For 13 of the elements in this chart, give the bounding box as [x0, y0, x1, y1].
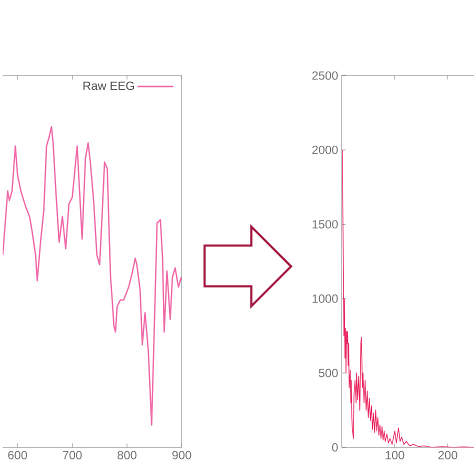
y-tick-label: 500: [318, 368, 338, 378]
x-tick-label: 700: [62, 450, 82, 460]
x-tick-label: 900: [172, 450, 192, 460]
text: Raw EEG: [84, 81, 134, 90]
x-tick-label: 800: [118, 450, 136, 460]
y-tick-label: 1000: [312, 294, 338, 303]
y-tick-label: 0: [332, 443, 338, 452]
x-tick-label: 200: [438, 450, 458, 460]
x-tick-label: 600: [8, 450, 28, 460]
y-tick-label: 2500: [312, 71, 338, 80]
y-tick-label: 2000: [312, 146, 338, 154]
y-tick-label: 1500: [312, 220, 338, 228]
x-tick-label: 100: [386, 450, 404, 460]
